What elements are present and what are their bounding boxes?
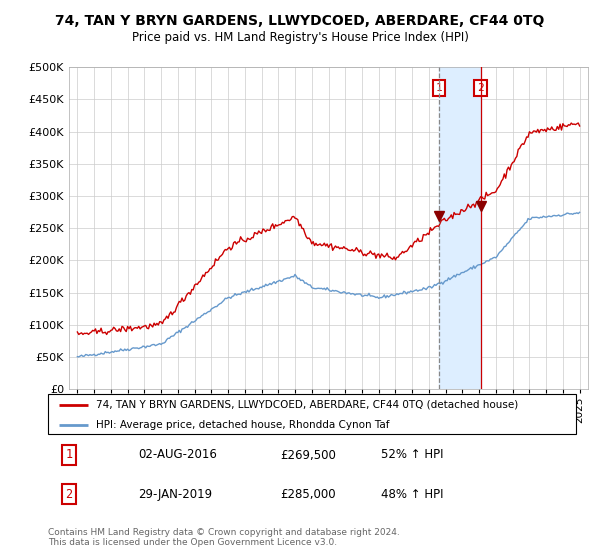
Text: £269,500: £269,500 xyxy=(280,449,336,461)
Text: 74, TAN Y BRYN GARDENS, LLWYDCOED, ABERDARE, CF44 0TQ (detached house): 74, TAN Y BRYN GARDENS, LLWYDCOED, ABERD… xyxy=(95,400,518,410)
Text: 48% ↑ HPI: 48% ↑ HPI xyxy=(380,488,443,501)
Text: 1: 1 xyxy=(435,83,442,93)
Text: 74, TAN Y BRYN GARDENS, LLWYDCOED, ABERDARE, CF44 0TQ: 74, TAN Y BRYN GARDENS, LLWYDCOED, ABERD… xyxy=(55,14,545,28)
Text: 29-JAN-2019: 29-JAN-2019 xyxy=(138,488,212,501)
Text: Contains HM Land Registry data © Crown copyright and database right 2024.
This d: Contains HM Land Registry data © Crown c… xyxy=(48,528,400,547)
Text: 2: 2 xyxy=(65,488,73,501)
FancyBboxPatch shape xyxy=(48,394,576,434)
Text: 52% ↑ HPI: 52% ↑ HPI xyxy=(380,449,443,461)
Text: 02-AUG-2016: 02-AUG-2016 xyxy=(138,449,217,461)
Text: £285,000: £285,000 xyxy=(280,488,336,501)
Text: HPI: Average price, detached house, Rhondda Cynon Taf: HPI: Average price, detached house, Rhon… xyxy=(95,420,389,430)
Bar xyxy=(439,67,481,389)
Text: Price paid vs. HM Land Registry's House Price Index (HPI): Price paid vs. HM Land Registry's House … xyxy=(131,31,469,44)
Text: 2: 2 xyxy=(477,83,484,93)
Text: 1: 1 xyxy=(65,449,73,461)
